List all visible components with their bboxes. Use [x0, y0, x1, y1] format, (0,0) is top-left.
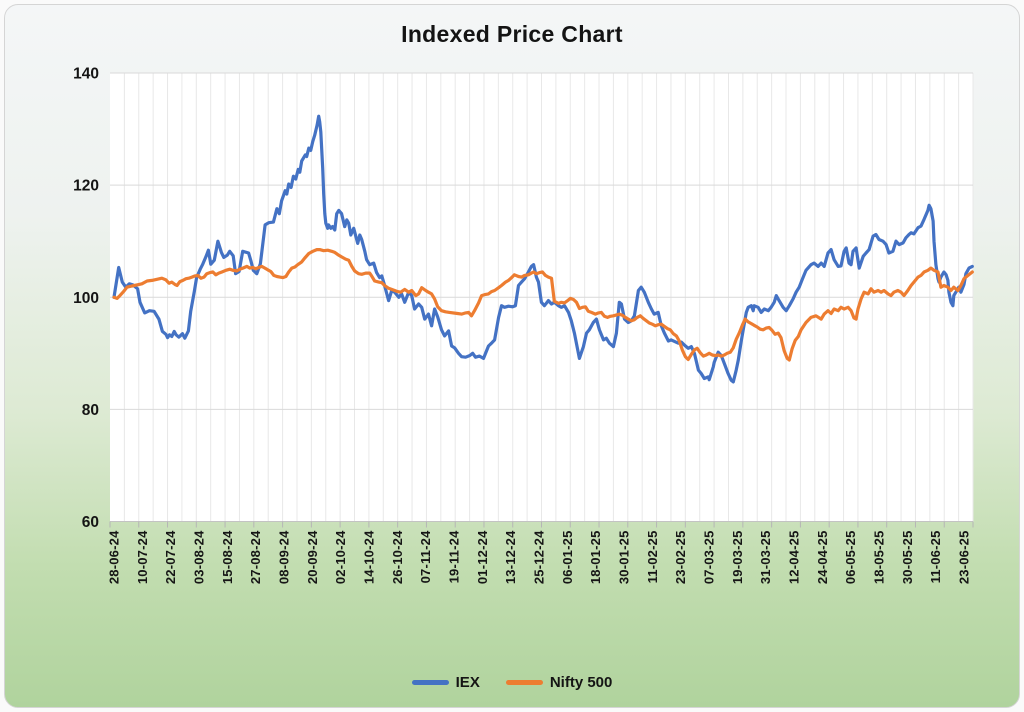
svg-text:24-04-25: 24-04-25: [815, 531, 830, 585]
chart-card: Indexed Price Chart 60 80 100 120 140 28-06-2…: [4, 4, 1020, 708]
svg-text:22-07-24: 22-07-24: [163, 530, 178, 584]
svg-text:31-03-25: 31-03-25: [758, 531, 773, 585]
svg-text:08-09-24: 08-09-24: [277, 530, 292, 584]
svg-text:19-11-24: 19-11-24: [447, 530, 462, 583]
nifty500-line-swatch: [505, 680, 543, 685]
svg-text:23-06-25: 23-06-25: [957, 531, 972, 585]
svg-text:07-03-25: 07-03-25: [702, 531, 717, 585]
svg-text:18-01-25: 18-01-25: [588, 531, 603, 585]
svg-text:02-10-24: 02-10-24: [333, 530, 348, 584]
svg-text:30-05-25: 30-05-25: [900, 531, 915, 585]
svg-text:07-11-24: 07-11-24: [418, 530, 433, 583]
indexed-price-chart-plot: 60 80 100 120 140 28-06-24 10-07-24 22-07-24 03-…: [73, 66, 974, 585]
svg-text:27-08-24: 27-08-24: [248, 530, 263, 584]
svg-text:25-12-24: 25-12-24: [532, 530, 547, 584]
svg-text:140: 140: [73, 66, 99, 83]
svg-text:100: 100: [73, 290, 99, 307]
svg-text:12-04-25: 12-04-25: [787, 531, 802, 585]
svg-text:20-09-24: 20-09-24: [305, 530, 320, 584]
svg-text:11-06-25: 11-06-25: [928, 531, 943, 584]
svg-text:80: 80: [82, 402, 99, 419]
svg-text:28-06-24: 28-06-24: [107, 530, 122, 584]
svg-text:23-02-25: 23-02-25: [673, 531, 688, 585]
legend-item-nifty500: Nifty 500: [505, 674, 613, 691]
svg-text:15-08-24: 15-08-24: [220, 530, 235, 584]
svg-text:26-10-24: 26-10-24: [390, 530, 405, 584]
chart-legend: IEX Nifty 500: [5, 674, 1019, 691]
svg-text:14-10-24: 14-10-24: [362, 530, 377, 584]
svg-text:11-02-25: 11-02-25: [645, 531, 660, 584]
svg-text:03-08-24: 03-08-24: [192, 530, 207, 584]
svg-text:06-01-25: 06-01-25: [560, 531, 575, 585]
svg-text:06-05-25: 06-05-25: [843, 531, 858, 585]
svg-text:30-01-25: 30-01-25: [617, 531, 632, 585]
legend-label-nifty500: Nifty 500: [549, 674, 613, 691]
svg-text:10-07-24: 10-07-24: [135, 530, 150, 584]
svg-text:18-05-25: 18-05-25: [872, 531, 887, 585]
legend-item-iex: IEX: [411, 674, 480, 691]
iex-line-swatch: [411, 680, 449, 685]
svg-text:19-03-25: 19-03-25: [730, 531, 745, 585]
chart-title: Indexed Price Chart: [401, 21, 623, 47]
svg-text:01-12-24: 01-12-24: [475, 530, 490, 584]
svg-text:120: 120: [73, 178, 99, 195]
svg-text:13-12-24: 13-12-24: [503, 530, 518, 584]
svg-text:60: 60: [82, 514, 99, 531]
legend-label-iex: IEX: [455, 674, 480, 691]
